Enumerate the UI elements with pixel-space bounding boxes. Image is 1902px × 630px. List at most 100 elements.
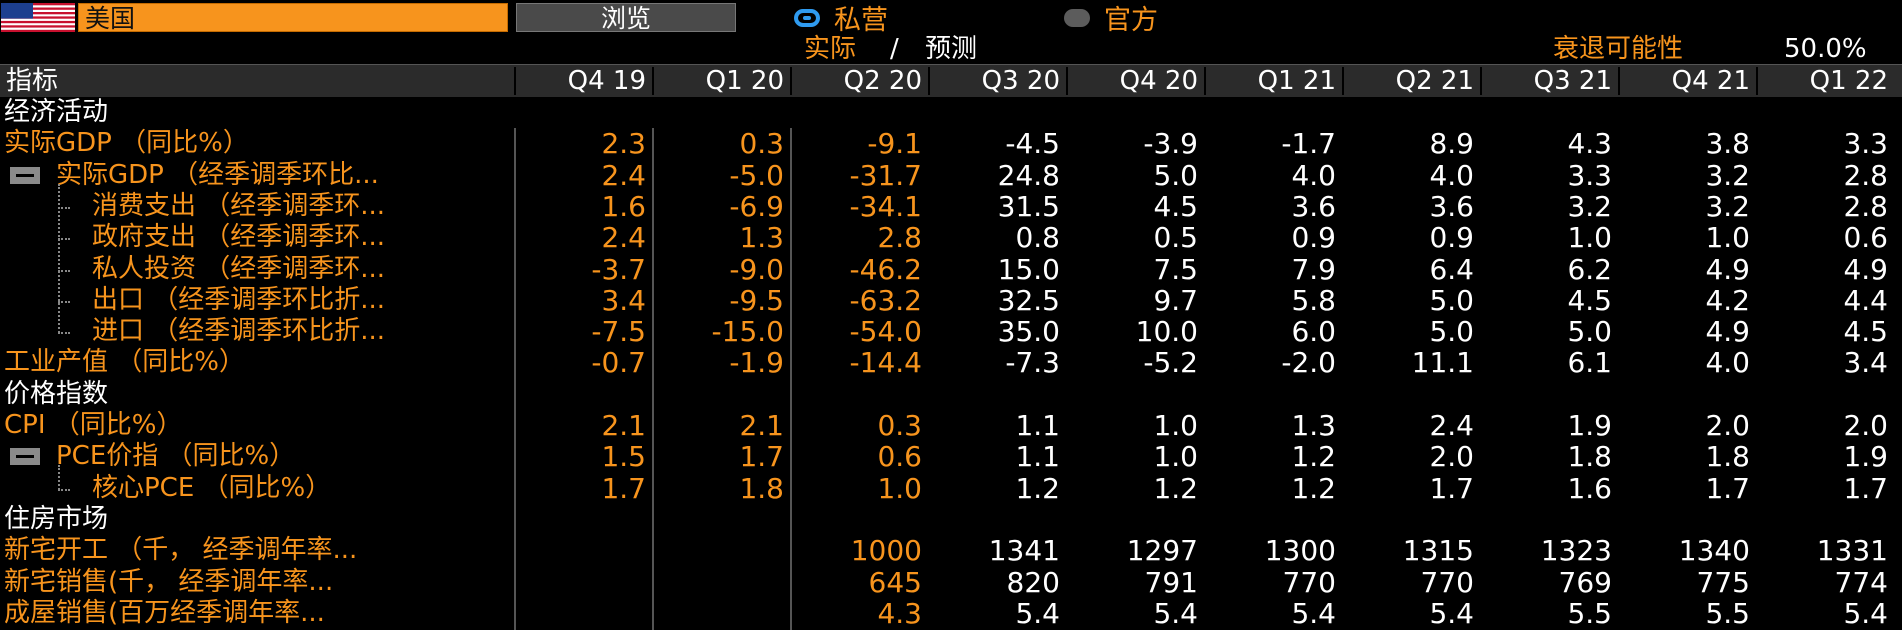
actual-value-cell[interactable]: 2.1 [739,409,784,442]
collapse-icon[interactable] [10,448,40,466]
actual-value-cell[interactable]: 1.0 [877,471,922,505]
actual-value-cell[interactable]: 1.3 [739,221,784,255]
actual-value-cell[interactable]: 1.6 [601,189,646,223]
forecast-value-cell[interactable]: 1300 [1264,534,1336,568]
table-row[interactable]: 实际GDP （同比%） 2.3 0.3 -9.1 -4.5 -3.9 -1.7 8.9 4.3 3… [0,128,1902,159]
forecast-value-cell[interactable]: 6.1 [1567,346,1612,380]
forecast-value-cell[interactable]: 3.6 [1429,189,1474,223]
forecast-value-cell[interactable]: 5.5 [1705,596,1750,630]
actual-value-cell[interactable]: -34.1 [849,189,922,223]
actual-value-cell[interactable]: 1.7 [739,440,784,474]
actual-value-cell[interactable]: -3.7 [591,252,646,286]
actual-value-cell[interactable] [654,598,790,629]
actual-value-cell[interactable]: 1000 [850,534,922,568]
forecast-value-cell[interactable]: 32.5 [997,283,1060,317]
indicator-column-header[interactable]: 指标 [6,66,59,96]
indicator-label[interactable]: CPI （同比%） [4,410,183,440]
table-row[interactable]: 私人投资 （经季调季环... -3.7 -9.0 -46.2 15.0 7.5 7.9 6.4… [0,254,1902,285]
forecast-value-cell[interactable]: 15.0 [997,252,1060,286]
forecast-value-cell[interactable]: -3.9 [1143,127,1198,161]
forecast-value-cell[interactable]: 4.9 [1843,252,1888,286]
forecast-value-cell[interactable]: 3.4 [1843,346,1888,380]
forecast-value-cell[interactable]: 1.7 [1429,471,1474,505]
forecast-value-cell[interactable]: 1.1 [1015,440,1060,474]
forecast-value-cell[interactable]: 0.9 [1429,221,1474,255]
actual-value-cell[interactable]: 1.8 [739,471,784,505]
forecast-value-cell[interactable]: 24.8 [997,158,1060,192]
actual-value-cell[interactable]: 2.3 [601,127,646,161]
actual-value-cell[interactable]: -14.4 [849,346,922,380]
forecast-value-cell[interactable]: 4.0 [1705,346,1750,380]
actual-value-cell[interactable]: 1.7 [601,471,646,505]
forecast-value-cell[interactable]: 5.0 [1567,315,1612,349]
actual-value-cell[interactable]: 2.8 [877,221,922,255]
actual-value-cell[interactable]: -6.9 [729,189,784,223]
forecast-value-cell[interactable]: -2.0 [1281,346,1336,380]
actual-value-cell[interactable]: 0.3 [877,409,922,442]
forecast-value-cell[interactable]: 35.0 [997,315,1060,349]
forecast-value-cell[interactable]: 4.4 [1843,283,1888,317]
column-header-quarter[interactable]: Q4 20 [1119,66,1198,96]
table-row[interactable]: CPI （同比%） 2.1 2.1 0.3 1.1 1.0 1.3 2.4 1.9 2.0 2.0 [0,410,1902,441]
forecast-value-cell[interactable]: 820 [1006,565,1060,599]
actual-value-cell[interactable]: -7.5 [591,315,646,349]
forecast-value-cell[interactable]: 4.5 [1843,315,1888,349]
column-header-quarter[interactable]: Q1 22 [1809,66,1888,96]
table-row[interactable]: 消费支出 （经季调季环... 1.6 -6.9 -34.1 31.5 4.5 3.6 3.6 3… [0,191,1902,222]
forecast-value-cell[interactable]: 3.3 [1843,127,1888,161]
sub-indicator-label[interactable]: 消费支出 （经季调季环... [92,190,386,221]
forecast-value-cell[interactable]: 0.6 [1843,221,1888,255]
collapse-icon[interactable] [10,166,40,184]
forecast-value-cell[interactable]: 1.7 [1705,471,1750,505]
column-header-quarter[interactable]: Q3 20 [981,66,1060,96]
actual-value-cell[interactable]: 2.4 [601,158,646,192]
sub-indicator-label[interactable]: 出口 （经季调季环比折... [92,284,386,315]
actual-value-cell[interactable]: -31.7 [849,158,922,192]
forecast-value-cell[interactable]: 1.9 [1567,409,1612,442]
forecast-value-cell[interactable]: 10.0 [1135,315,1198,349]
forecast-value-cell[interactable]: 3.2 [1705,189,1750,223]
forecast-value-cell[interactable]: 1.2 [1015,471,1060,505]
indicator-label[interactable]: 新宅开工 （千， 经季调年率... [4,535,358,566]
forecast-value-cell[interactable]: 4.0 [1429,158,1474,192]
forecast-value-cell[interactable]: 1.0 [1705,221,1750,255]
forecast-value-cell[interactable]: 8.9 [1429,127,1474,161]
forecast-value-cell[interactable]: 5.4 [1429,596,1474,630]
forecast-value-cell[interactable]: 1.7 [1843,471,1888,505]
forecast-value-cell[interactable]: 4.2 [1705,283,1750,317]
forecast-value-cell[interactable]: 1.2 [1291,440,1336,474]
sub-indicator-label[interactable]: 进口 （经季调季环比折... [92,316,386,347]
table-row[interactable]: 新宅开工 （千， 经季调年率... 1000 1341 1297 1300 1315 132… [0,535,1902,566]
table-row[interactable]: PCE价指 （同比%） 1.5 1.7 0.6 1.1 1.0 1.2 2.0 1.8 1.8 1.… [0,441,1902,472]
actual-value-cell[interactable]: -9.5 [729,283,784,317]
forecast-value-cell[interactable]: 1331 [1816,534,1888,568]
forecast-value-cell[interactable]: 1.0 [1153,409,1198,442]
forecast-value-cell[interactable]: 3.2 [1567,189,1612,223]
forecast-value-cell[interactable]: 770 [1420,565,1474,599]
indicator-label[interactable]: 实际GDP （经季调季环比... [56,159,379,190]
indicator-label[interactable]: 成屋销售(百万经季调年率... [4,597,325,628]
forecast-value-cell[interactable]: 1341 [988,534,1060,568]
forecast-value-cell[interactable]: 1.2 [1153,471,1198,505]
actual-value-cell[interactable]: 0.3 [739,127,784,161]
forecast-value-cell[interactable]: 1.6 [1567,471,1612,505]
actual-value-cell[interactable] [516,567,652,598]
table-row[interactable]: 政府支出 （经季调季环... 2.4 1.3 2.8 0.8 0.5 0.9 0.9 1.0 1.… [0,222,1902,253]
column-header-quarter[interactable]: Q4 19 [567,66,646,96]
forecast-value-cell[interactable]: 0.5 [1153,221,1198,255]
column-header-quarter[interactable]: Q2 20 [843,66,922,96]
forecast-value-cell[interactable]: 1.8 [1705,440,1750,474]
forecast-value-cell[interactable]: -4.5 [1005,127,1060,161]
actual-value-cell[interactable] [516,598,652,629]
forecast-value-cell[interactable]: 5.4 [1291,596,1336,630]
forecast-value-cell[interactable]: 1.8 [1567,440,1612,474]
radio-private[interactable]: 私营 [794,3,888,36]
forecast-value-cell[interactable]: 6.0 [1291,315,1336,349]
forecast-value-cell[interactable]: 4.9 [1705,315,1750,349]
forecast-value-cell[interactable]: 1.3 [1291,409,1336,442]
actual-value-cell[interactable] [654,567,790,598]
sub-indicator-label[interactable]: 政府支出 （经季调季环... [92,222,386,253]
table-row[interactable]: 成屋销售(百万经季调年率... 4.3 5.4 5.4 5.4 5.4 5.5 5.5 5.4 [0,598,1902,629]
actual-value-cell[interactable]: 3.4 [601,283,646,317]
actual-value-cell[interactable]: -63.2 [849,283,922,317]
